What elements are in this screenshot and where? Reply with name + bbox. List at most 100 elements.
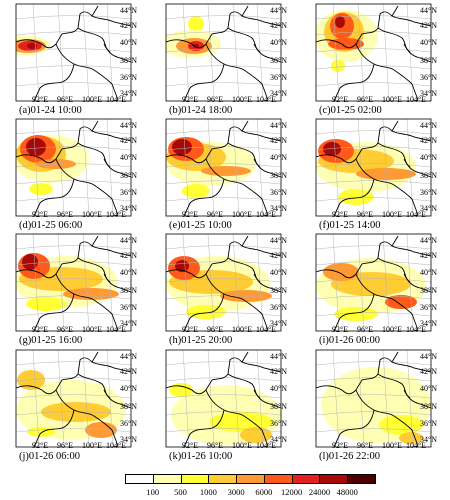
- latitude-label: 42°N: [120, 21, 137, 30]
- longitude-label: 92°E: [182, 210, 199, 219]
- longitude-label: 96°E: [207, 95, 224, 104]
- boundary-line: [205, 158, 269, 216]
- latitude-label: 34°N: [420, 319, 437, 328]
- latitude-label: 34°N: [120, 319, 137, 328]
- concentration-area: [201, 166, 251, 176]
- concentration-area: [169, 383, 193, 397]
- concentration-area: [338, 189, 374, 205]
- latitude-gridline: [16, 394, 131, 399]
- boundary-line: [333, 178, 375, 216]
- map-panel: 44°N 42°N 40°N 38°N 36°N 34°N 92°E 96°E 100°E 104…: [302, 232, 450, 349]
- latitude-label: 34°N: [270, 204, 287, 213]
- map-frame: [15, 233, 132, 332]
- latitude-label: 42°N: [420, 136, 437, 145]
- boundary-line: [391, 245, 431, 257]
- latitude-gridline: [316, 428, 431, 433]
- map-plot: [165, 118, 282, 217]
- colorbar-swatch: [208, 474, 238, 484]
- map-plot: [15, 349, 132, 448]
- concentration-area: [17, 370, 45, 390]
- boundary-line: [316, 235, 399, 279]
- colorbar-swatch: [291, 474, 321, 484]
- boundary-line: [227, 27, 261, 53]
- latitude-label: 34°N: [270, 89, 287, 98]
- longitude-label: 92°E: [332, 95, 349, 104]
- concentration-area: [193, 44, 199, 48]
- latitude-label: 40°N: [120, 384, 137, 393]
- latitude-label: 36°N: [120, 188, 137, 197]
- latitude-label: 44°N: [420, 236, 437, 245]
- longitude-gridline: [232, 234, 240, 331]
- concentration-area: [323, 142, 341, 156]
- latitude-gridline: [316, 278, 431, 283]
- colorbar-tick-label: 12000: [281, 487, 303, 497]
- latitude-gridline: [316, 197, 431, 202]
- latitude-gridline: [316, 394, 431, 399]
- boundary-line: [403, 273, 431, 293]
- longitude-gridline: [32, 119, 40, 216]
- longitude-label: 96°E: [57, 441, 74, 450]
- longitude-label: 92°E: [332, 210, 349, 219]
- panel-title: (j)01-26 06:00: [19, 451, 80, 462]
- longitude-label: 92°E: [182, 325, 199, 334]
- map-plot: [165, 233, 282, 332]
- boundary-line: [403, 43, 431, 63]
- latitude-label: 40°N: [420, 38, 437, 47]
- latitude-gridline: [166, 312, 281, 317]
- boundary-line: [33, 409, 75, 447]
- latitude-gridline: [166, 278, 281, 283]
- map-panel: 44°N 42°N 40°N 38°N 36°N 34°N 92°E 96°E 100°E 104…: [152, 2, 300, 119]
- boundary-line: [205, 43, 269, 101]
- latitude-label: 42°N: [120, 251, 137, 260]
- latitude-label: 44°N: [120, 352, 137, 361]
- boundary-line: [166, 235, 249, 279]
- panel-title: (b)01-24 18:00: [169, 105, 233, 116]
- map-frame: [315, 233, 432, 332]
- latitude-label: 36°N: [420, 419, 437, 428]
- latitude-gridline: [316, 130, 431, 135]
- longitude-gridline: [32, 234, 40, 331]
- concentration-area: [399, 432, 423, 444]
- boundary-line: [55, 158, 119, 216]
- boundary-line: [333, 293, 375, 331]
- latitude-gridline: [166, 428, 281, 433]
- boundary-line: [77, 257, 111, 283]
- longitude-label: 104°E: [106, 325, 127, 334]
- panel-title: (k)01-26 10:00: [169, 451, 233, 462]
- boundary-line: [253, 158, 281, 178]
- longitude-gridline: [82, 234, 90, 331]
- longitude-label: 92°E: [182, 95, 199, 104]
- latitude-label: 44°N: [420, 121, 437, 130]
- latitude-label: 44°N: [270, 236, 287, 245]
- latitude-gridline: [316, 312, 431, 317]
- latitude-label: 34°N: [420, 435, 437, 444]
- latitude-gridline: [16, 31, 131, 36]
- latitude-label: 44°N: [420, 6, 437, 15]
- latitude-label: 36°N: [120, 73, 137, 82]
- panel-title: (i)01-26 00:00: [319, 335, 380, 346]
- panel-title: (e)01-25 10:00: [169, 220, 232, 231]
- map-panel: 44°N 42°N 40°N 38°N 36°N 34°N 92°E 96°E 100°E 104…: [152, 348, 300, 465]
- latitude-gridline: [316, 245, 431, 250]
- boundary-line: [355, 158, 419, 216]
- longitude-label: 104°E: [406, 95, 427, 104]
- map-panel: 44°N 42°N 40°N 38°N 36°N 34°N 92°E 96°E 100°E 104…: [152, 117, 300, 234]
- latitude-gridline: [166, 82, 281, 87]
- concentration-area: [26, 138, 46, 156]
- map-panel: 44°N 42°N 40°N 38°N 36°N 34°N 92°E 96°E 100°E 104…: [302, 117, 450, 234]
- boundary-line: [183, 63, 225, 101]
- latitude-label: 44°N: [270, 121, 287, 130]
- boundary-line: [91, 15, 131, 27]
- panel-title: (c)01-25 02:00: [319, 105, 382, 116]
- boundary-line: [91, 361, 131, 373]
- boundary-line: [166, 351, 249, 395]
- latitude-gridline: [16, 197, 131, 202]
- longitude-label: 100°E: [232, 325, 253, 334]
- map-panel: 44°N 42°N 40°N 38°N 36°N 34°N 92°E 96°E 100°E 104…: [2, 117, 150, 234]
- longitude-gridline: [382, 119, 390, 216]
- boundary-line: [377, 142, 411, 168]
- panel-title: (h)01-25 20:00: [169, 335, 233, 346]
- concentration-area: [26, 297, 66, 311]
- boundary-line: [333, 63, 375, 101]
- longitude-label: 96°E: [207, 441, 224, 450]
